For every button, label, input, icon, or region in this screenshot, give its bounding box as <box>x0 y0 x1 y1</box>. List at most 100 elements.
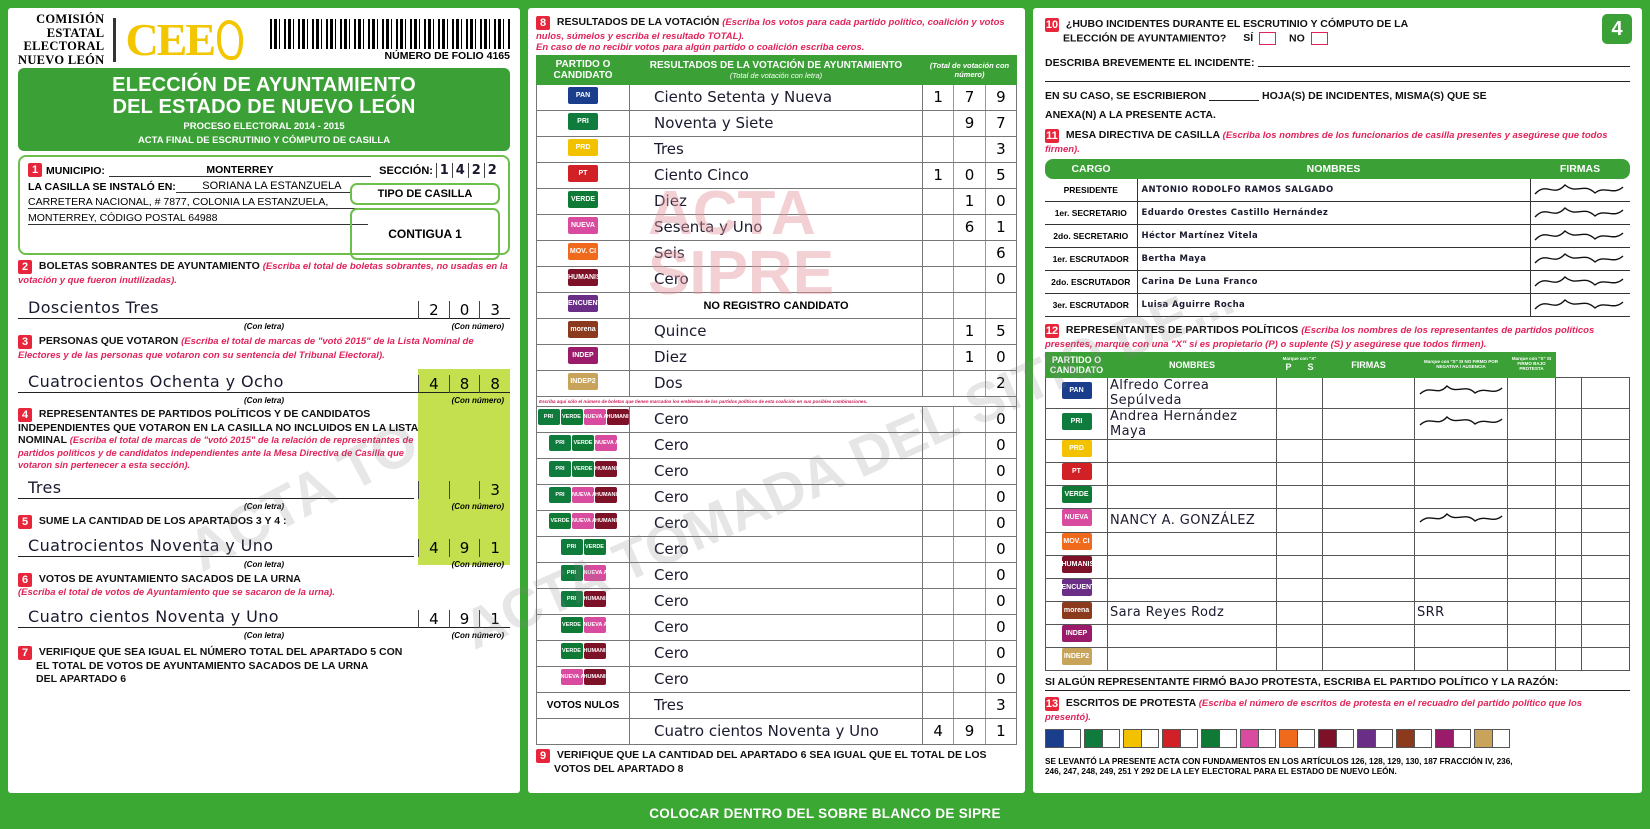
tipo-casilla-value[interactable]: CONTIGUA 1 <box>350 208 500 261</box>
vote-count-digits[interactable]: 0 <box>921 588 1018 616</box>
rep-no-firmo-b[interactable] <box>1555 600 1582 625</box>
vote-count-digits[interactable]: 0 <box>921 458 1018 486</box>
protest-box-indep2[interactable] <box>1474 728 1510 748</box>
protest-box-pan[interactable] <box>1045 728 1081 748</box>
rep-nombre-cell[interactable] <box>1107 646 1277 671</box>
rep-suplente-cell[interactable] <box>1322 376 1415 409</box>
rep-firma-cell[interactable] <box>1414 623 1508 648</box>
votes-letters-cell[interactable]: Dos <box>629 370 923 398</box>
firma-cell[interactable] <box>1529 247 1630 271</box>
votes-letters-cell[interactable]: Noventa y Siete <box>629 110 923 138</box>
rep-nombre-cell[interactable]: Alfredo Correa Sepúlveda <box>1107 376 1277 409</box>
vote-count-digits[interactable]: 0 <box>921 666 1018 694</box>
rep-firma-cell[interactable] <box>1414 554 1508 579</box>
rep-no-firmo-b[interactable] <box>1555 577 1582 602</box>
section-4-value-letters[interactable]: Tres <box>28 478 62 498</box>
vote-count-digits[interactable]: 0 <box>921 266 1018 294</box>
rep-no-firmo-b[interactable] <box>1555 531 1582 556</box>
rep-firma-cell[interactable]: SRR <box>1414 600 1508 625</box>
rep-no-firmo-b[interactable] <box>1555 507 1582 533</box>
rep-firma-cell[interactable] <box>1414 531 1508 556</box>
votes-letters-cell[interactable]: Ciento Setenta y Nueva <box>629 84 923 112</box>
rep-suplente-cell[interactable] <box>1322 554 1415 579</box>
rep-firma-cell[interactable] <box>1414 577 1508 602</box>
rep-no-firmo-b[interactable] <box>1555 461 1582 486</box>
protest-count-input[interactable] <box>1297 729 1314 747</box>
votes-letters-cell[interactable]: Diez <box>629 344 923 372</box>
nombre-cell[interactable]: Eduardo Orestes Castillo Hernández <box>1136 201 1530 225</box>
rep-no-firmo-b[interactable] <box>1555 407 1582 440</box>
protest-count-input[interactable] <box>1414 729 1431 747</box>
protest-box-indep1[interactable] <box>1435 728 1471 748</box>
protest-count-input[interactable] <box>1102 729 1119 747</box>
coalition-votes-letters[interactable]: Cero <box>629 458 923 486</box>
protest-box-na[interactable] <box>1240 728 1276 748</box>
rep-nombre-cell[interactable]: Sara Reyes Rodz <box>1107 600 1277 625</box>
protest-count-input[interactable] <box>1375 729 1392 747</box>
rep-no-firmo-b[interactable] <box>1555 376 1582 409</box>
coalition-votes-letters[interactable]: Cero <box>629 406 923 434</box>
rep-nombre-cell[interactable] <box>1107 484 1277 509</box>
protest-count-input[interactable] <box>1219 729 1236 747</box>
vote-count-digits[interactable]: 0 <box>921 640 1018 668</box>
vote-count-digits[interactable]: 0 <box>921 510 1018 538</box>
nombre-cell[interactable]: ANTONIO RODOLFO RAMOS SALGADO <box>1136 178 1530 202</box>
vote-count-digits[interactable]: 0 <box>921 406 1018 434</box>
protest-count-input[interactable] <box>1492 729 1509 747</box>
vote-count-digits[interactable]: 2 <box>921 370 1018 398</box>
coalition-votes-letters[interactable]: Cero <box>629 510 923 538</box>
rep-no-firmo-a[interactable] <box>1507 577 1556 602</box>
rep-suplente-cell[interactable] <box>1322 507 1415 533</box>
rep-propietario-cell[interactable] <box>1276 623 1323 648</box>
rep-protesta-cell[interactable] <box>1581 554 1630 579</box>
rep-suplente-cell[interactable] <box>1322 531 1415 556</box>
total-letters[interactable]: Cuatro cientos Noventa y Uno <box>629 718 923 746</box>
votos-nulos-letters[interactable]: Tres <box>629 692 923 720</box>
address-line-1[interactable]: CARRETERA NACIONAL, # 7877, COLONIA LA E… <box>28 196 368 210</box>
rep-propietario-cell[interactable] <box>1276 461 1323 486</box>
coalition-votes-letters[interactable]: Cero <box>629 640 923 668</box>
rep-no-firmo-a[interactable] <box>1507 407 1556 440</box>
vote-count-digits[interactable]: 3 <box>921 692 1018 720</box>
protest-count-input[interactable] <box>1336 729 1353 747</box>
firma-cell[interactable] <box>1529 178 1630 202</box>
rep-protesta-cell[interactable] <box>1581 646 1630 671</box>
protest-box-pvem[interactable] <box>1201 728 1237 748</box>
protest-box-pri[interactable] <box>1084 728 1120 748</box>
rep-suplente-cell[interactable] <box>1322 623 1415 648</box>
vote-count-digits[interactable]: 0 <box>921 484 1018 512</box>
rep-no-firmo-b[interactable] <box>1555 484 1582 509</box>
vote-count-digits[interactable]: 0 <box>921 536 1018 564</box>
vote-count-digits[interactable]: 6 <box>921 240 1018 268</box>
vote-count-digits[interactable]: 0 <box>921 562 1018 590</box>
rep-protesta-cell[interactable] <box>1581 531 1630 556</box>
section-2-value-letters[interactable]: Doscientos Tres <box>28 297 159 317</box>
rep-no-firmo-a[interactable] <box>1507 507 1556 533</box>
rep-nombre-cell[interactable] <box>1107 461 1277 486</box>
rep-nombre-cell[interactable] <box>1107 623 1277 648</box>
rep-no-firmo-a[interactable] <box>1507 554 1556 579</box>
hojas-input[interactable] <box>1209 99 1260 101</box>
nombre-cell[interactable]: Bertha Maya <box>1136 247 1530 271</box>
rep-no-firmo-b[interactable] <box>1555 554 1582 579</box>
rep-suplente-cell[interactable] <box>1322 600 1415 625</box>
protest-count-input[interactable] <box>1453 729 1470 747</box>
votes-letters-cell[interactable]: Sesenta y Uno <box>629 214 923 242</box>
address-line-2[interactable]: MONTERREY, CÓDIGO POSTAL 64988 <box>28 212 368 226</box>
rep-propietario-cell[interactable] <box>1276 600 1323 625</box>
rep-no-firmo-a[interactable] <box>1507 484 1556 509</box>
protest-box-pt[interactable] <box>1162 728 1198 748</box>
rep-protesta-cell[interactable] <box>1581 484 1630 509</box>
protest-input[interactable] <box>1045 690 1630 692</box>
rep-protesta-cell[interactable] <box>1581 623 1630 648</box>
rep-firma-cell[interactable] <box>1414 438 1508 463</box>
rep-protesta-cell[interactable] <box>1581 438 1630 463</box>
vote-count-digits[interactable]: 0 <box>921 432 1018 460</box>
describe-input[interactable] <box>1258 66 1630 68</box>
coalition-votes-letters[interactable]: Cero <box>629 536 923 564</box>
firma-cell[interactable] <box>1529 201 1630 225</box>
